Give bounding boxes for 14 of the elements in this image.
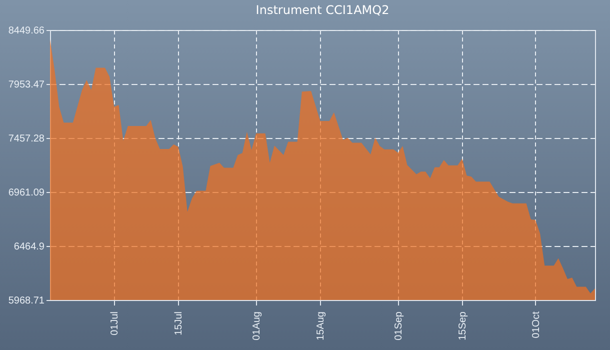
x-tick-label: 15Aug [316, 312, 327, 340]
y-tick-label: 7457.28 [8, 134, 45, 144]
x-tick-label: 01Sep [394, 311, 405, 340]
x-tick-label: 15Sep [458, 311, 469, 340]
y-tick-label: 6961.09 [8, 188, 45, 198]
x-tick-label: 01Jul [110, 312, 121, 336]
x-tick-label: 15Jul [174, 312, 185, 336]
x-tick-label: 01Oct [530, 311, 542, 338]
y-tick-label: 6464.9 [14, 242, 45, 252]
y-tick-label: 7953.47 [8, 80, 45, 90]
chart-title: Instrument CCI1AMQ2 [256, 3, 390, 17]
x-tick-label: 01Aug [252, 312, 263, 340]
y-tick-label: 8449.66 [8, 26, 45, 36]
y-tick-label: 5968.71 [8, 296, 45, 306]
